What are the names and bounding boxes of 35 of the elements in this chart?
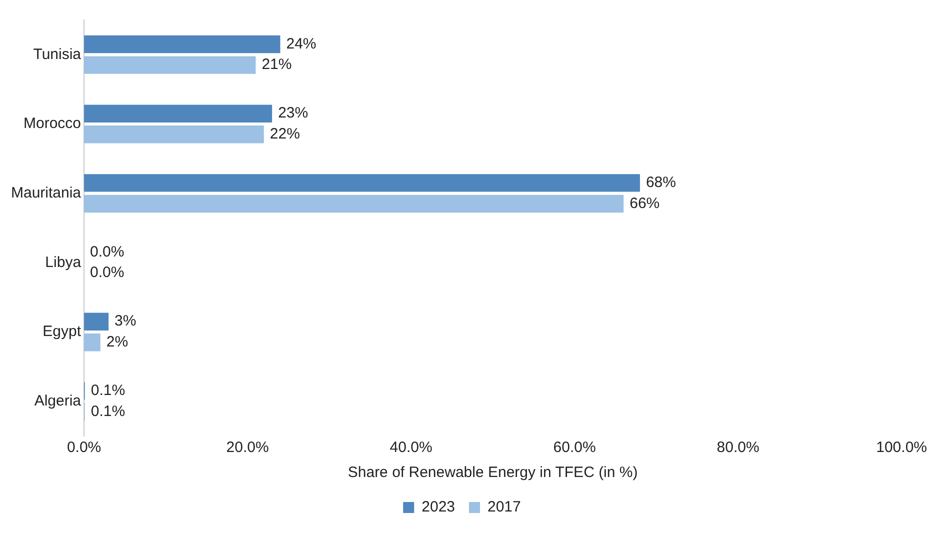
legend-label: 2023 (422, 498, 456, 516)
data-label: 0.0% (90, 243, 124, 260)
bar (84, 174, 640, 192)
y-tick-label: Mauritania (10, 184, 82, 202)
data-label: 66% (630, 194, 660, 212)
data-label: 0.1% (90, 402, 126, 420)
x-tick-label: 100.0% (876, 439, 927, 456)
legend-label: 2017 (488, 498, 521, 516)
data-label: 24% (286, 35, 316, 52)
data-label: 2% (106, 334, 128, 351)
data-label: 0.1% (90, 382, 126, 400)
data-label: 68% (646, 174, 676, 192)
y-tick-label: Tunisia (33, 46, 82, 63)
data-label: 23% (278, 104, 308, 122)
data-label: 21% (262, 56, 292, 74)
x-tick-label: 80.0% (716, 439, 760, 456)
bar (84, 312, 109, 330)
bar (84, 104, 272, 122)
data-label: 3% (114, 312, 136, 330)
data-label: 22% (270, 126, 300, 143)
bar (84, 194, 624, 213)
x-tick-label: 60.0% (553, 439, 596, 456)
x-axis-title: Share of Renewable Energy in TFEC (in %) (348, 464, 638, 482)
bar (84, 126, 264, 144)
bar (84, 35, 280, 54)
bar (84, 334, 100, 352)
x-tick-label: 0.0% (66, 439, 102, 456)
y-tick-label: Libya (45, 254, 82, 271)
y-tick-label: Morocco (24, 115, 82, 132)
x-tick-label: 40.0% (390, 439, 432, 456)
bar (84, 56, 256, 74)
x-tick-label: 20.0% (226, 439, 269, 456)
data-label: 0.0% (90, 264, 124, 282)
y-tick-label: Algeria (34, 392, 82, 410)
y-tick-label: Egypt (42, 323, 82, 340)
